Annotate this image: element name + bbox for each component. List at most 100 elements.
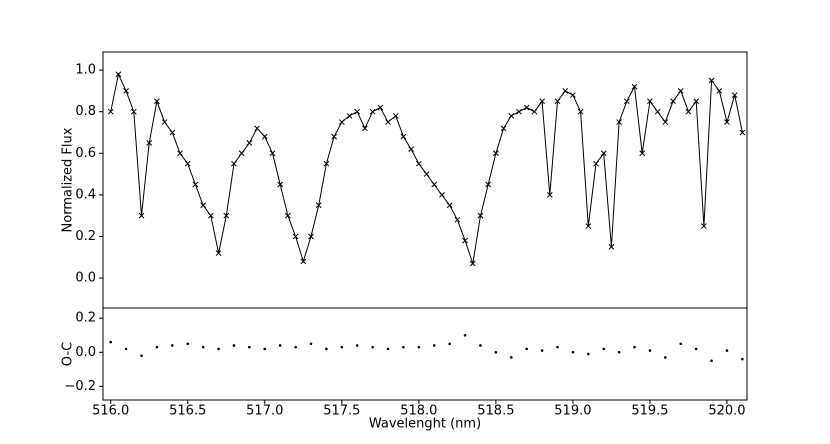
residual-point bbox=[664, 356, 667, 359]
residual-point bbox=[448, 342, 451, 346]
flux-point bbox=[369, 108, 376, 115]
flux-point bbox=[493, 150, 499, 157]
flux-point bbox=[177, 150, 183, 157]
flux-point bbox=[400, 133, 407, 140]
flux-point bbox=[385, 119, 391, 125]
flux-point bbox=[670, 98, 676, 105]
residual-point bbox=[463, 333, 467, 337]
flux-point bbox=[415, 160, 422, 167]
residual-point bbox=[155, 345, 159, 349]
y-tick-label: 0.2 bbox=[75, 311, 96, 326]
flux-point bbox=[508, 112, 515, 119]
residual-point bbox=[540, 349, 544, 352]
flux-point bbox=[200, 202, 206, 209]
flux-point bbox=[523, 104, 530, 111]
flux-point bbox=[169, 129, 176, 136]
flux-point bbox=[123, 88, 129, 94]
flux-point bbox=[600, 150, 607, 157]
flux-point bbox=[577, 108, 584, 115]
flux-point bbox=[647, 98, 653, 105]
flux-point bbox=[269, 150, 276, 157]
flux-point bbox=[362, 125, 368, 132]
flux-point bbox=[408, 146, 414, 152]
flux-point bbox=[338, 119, 345, 125]
flux-point bbox=[701, 223, 707, 229]
x-tick-label: 519.0 bbox=[554, 404, 591, 419]
flux-point bbox=[462, 237, 468, 244]
residual-point bbox=[355, 344, 359, 347]
residual-point bbox=[633, 345, 636, 349]
flux-line bbox=[110, 72, 743, 264]
plot-frame bbox=[102, 307, 748, 401]
residual-point bbox=[109, 340, 113, 344]
x-tick-label: 520.0 bbox=[708, 404, 745, 419]
flux-point bbox=[246, 140, 253, 146]
y-tick-label: 0.2 bbox=[75, 229, 96, 244]
residual-point bbox=[140, 354, 143, 358]
flux-point bbox=[161, 119, 168, 125]
flux-point bbox=[623, 98, 630, 105]
flux-point bbox=[223, 212, 230, 219]
residual-point bbox=[402, 345, 405, 349]
flux-point bbox=[231, 160, 237, 167]
x-tick-label: 516.5 bbox=[169, 404, 206, 419]
flux-point bbox=[138, 212, 145, 219]
flux-point bbox=[585, 223, 592, 229]
residual-point bbox=[710, 359, 713, 363]
flux-point bbox=[469, 260, 476, 267]
flux-point bbox=[308, 233, 314, 240]
flux-point bbox=[500, 125, 507, 132]
residual-point bbox=[171, 344, 174, 347]
flux-point bbox=[739, 129, 746, 136]
flux-point bbox=[685, 108, 692, 115]
flux-point bbox=[439, 192, 445, 198]
x-tick-label: 518.0 bbox=[400, 404, 437, 419]
flux-point bbox=[238, 150, 245, 157]
flux-point bbox=[207, 212, 214, 219]
y-tick-label: 0.0 bbox=[75, 345, 96, 360]
y-tick-label: 0.8 bbox=[75, 104, 96, 119]
flux-point bbox=[423, 171, 430, 177]
flux-point bbox=[277, 181, 284, 188]
flux-point bbox=[261, 133, 268, 140]
flux-point bbox=[346, 112, 353, 119]
residual-point bbox=[741, 357, 744, 361]
residual-point bbox=[587, 352, 590, 356]
y-tick-label: 1.0 bbox=[75, 63, 96, 78]
y-axis-label: O-C bbox=[61, 342, 76, 366]
flux-point bbox=[115, 71, 122, 78]
flux-point bbox=[716, 88, 723, 94]
flux-point bbox=[639, 150, 646, 157]
residual-point bbox=[201, 345, 205, 349]
flux-point bbox=[677, 88, 684, 94]
residual-point bbox=[525, 347, 528, 351]
flux-point bbox=[354, 108, 361, 115]
x-tick-label: 517.5 bbox=[323, 404, 360, 419]
flux-point bbox=[154, 98, 160, 105]
flux-point bbox=[693, 98, 700, 105]
flux-point bbox=[377, 104, 384, 111]
residual-point bbox=[417, 345, 421, 349]
flux-point bbox=[708, 77, 715, 84]
residual-point bbox=[432, 344, 436, 347]
flux-point bbox=[608, 244, 615, 250]
flux-point bbox=[215, 250, 222, 256]
flux-point bbox=[477, 212, 484, 219]
flux-point bbox=[631, 83, 638, 90]
flux-point bbox=[485, 181, 492, 188]
residual-point bbox=[556, 345, 559, 349]
x-axis-label: Wavelenght (nm) bbox=[369, 417, 481, 432]
residual-point bbox=[648, 349, 652, 352]
residual-point bbox=[278, 344, 282, 347]
flux-point bbox=[323, 160, 330, 167]
flux-point bbox=[724, 119, 730, 125]
residual-point bbox=[309, 342, 313, 346]
x-tick-label: 517.0 bbox=[246, 404, 283, 419]
flux-point bbox=[315, 202, 322, 209]
residual-point bbox=[509, 356, 513, 359]
residual-point bbox=[479, 344, 482, 347]
residual-point bbox=[340, 345, 344, 349]
flux-point bbox=[554, 98, 561, 105]
